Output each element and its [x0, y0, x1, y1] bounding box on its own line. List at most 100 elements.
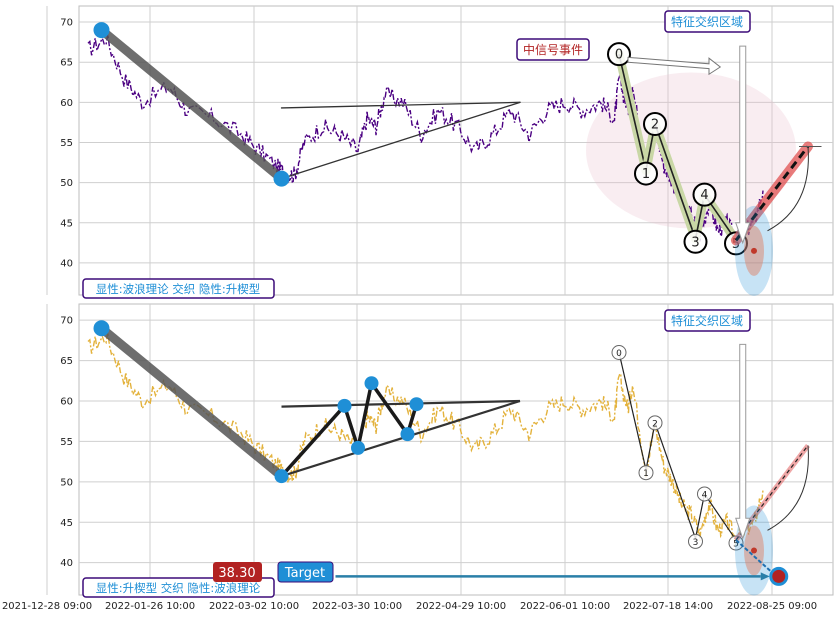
bottom-y-tick-50: 50	[60, 477, 73, 488]
bottom-wave-marker-2	[647, 415, 663, 431]
bottom-y-tick-65: 65	[60, 356, 73, 367]
top-wave-marker-4	[692, 182, 717, 207]
bottom-curved-arrow	[767, 445, 809, 531]
x-tick-labels: 2021-12-28 09:00 2022-01-26 10:00 2022-03-…	[2, 601, 817, 612]
top-event-arrow	[627, 56, 722, 76]
bottom-wave-marker-1	[638, 465, 654, 481]
bottom-wave-leg-0	[618, 352, 647, 470]
top-y-tick-45: 45	[60, 218, 73, 229]
top-wave-label-4: 4	[700, 188, 708, 203]
bottom-y-tick-45: 45	[60, 518, 73, 529]
x-tick-4: 2022-04-29 10:00	[416, 601, 506, 612]
top-y-tick-labels: 40 45 50 55 60 65 70	[60, 18, 73, 270]
top-wave-label-1: 1	[642, 167, 650, 182]
top-trend-line-1	[280, 101, 521, 180]
top-wave-marker-1	[634, 161, 658, 186]
x-tick-7: 2022-08-25 09:00	[727, 601, 817, 612]
target-price-label: 38.30	[218, 566, 255, 581]
bottom-y-tick-40: 40	[60, 558, 73, 569]
top-y-tick-40: 40	[60, 258, 73, 269]
bottom-wave-leg-3	[694, 493, 706, 539]
bottom-trend-line	[97, 323, 286, 481]
bottom-trend-start-marker	[93, 320, 110, 337]
top-trend-line-0	[97, 25, 286, 184]
top-trend-start-marker	[93, 22, 110, 39]
bottom-wave-leg-4	[704, 493, 737, 541]
top-zone-box: 特征交织区域	[664, 10, 751, 33]
x-tick-1: 2022-01-26 10:00	[105, 601, 195, 612]
bottom-wedge-point-3	[364, 376, 379, 391]
bottom-price-series	[87, 332, 764, 546]
bottom-target-drop	[735, 539, 778, 578]
top-y-tick-50: 50	[60, 178, 73, 189]
bottom-wedge-point-4	[400, 427, 415, 442]
x-tick-3: 2022-03-30 10:00	[312, 601, 402, 612]
bottom-wave-leg-1	[645, 422, 656, 470]
bottom-wedge-point-5	[409, 397, 424, 412]
bottom-wave-marker-3	[688, 533, 703, 549]
target-text-label: Target	[284, 566, 325, 581]
bottom-y-tick-70: 70	[60, 316, 73, 327]
top-uncertainty-center	[751, 247, 757, 254]
target-text-box: Target	[277, 561, 334, 583]
top-panel: 40 45 50 55 60 65 70 0 1 2 3 45	[46, 5, 834, 296]
bottom-plot-area: 0 1 2 3 4 5	[87, 320, 810, 596]
top-price-series	[87, 34, 764, 247]
top-y-tick-60: 60	[60, 98, 73, 109]
bottom-target-marker	[769, 566, 789, 586]
bottom-panel-frame	[78, 303, 834, 596]
top-wave-label-2: 2	[651, 118, 659, 133]
target-price-box: 38.30	[213, 562, 262, 582]
bottom-y-tick-60: 60	[60, 397, 73, 408]
top-wave-leg-0	[618, 53, 647, 171]
x-tick-5: 2022-06-01 10:00	[520, 601, 610, 612]
bottom-grid	[46, 304, 833, 595]
top-pattern-label: 显性:波浪理论 交织 隐性:升楔型	[96, 282, 261, 296]
bottom-wave-marker-0	[611, 345, 627, 360]
top-vertical-arrow	[735, 45, 751, 245]
bottom-vertical-arrow	[735, 343, 751, 540]
top-event-label: 中信号事件	[523, 42, 583, 57]
top-trend-line-2	[280, 101, 521, 109]
bottom-projection-line	[735, 445, 809, 541]
bottom-y-tick-labels: 40 45 50 55 60 65 70	[60, 316, 73, 570]
top-y-tick-55: 55	[60, 138, 73, 149]
bottom-wedge-point-2	[351, 440, 365, 455]
bottom-wave-label-0: 0	[616, 349, 622, 359]
bottom-uncertainty-center	[751, 547, 757, 554]
bottom-zone-box: 特征交织区域	[664, 309, 751, 332]
top-grid	[46, 6, 833, 295]
top-trend-end-marker	[273, 170, 290, 187]
bottom-wave-label-1: 1	[643, 469, 649, 479]
bottom-wave-label-2: 2	[652, 419, 658, 429]
top-curved-arrow	[767, 146, 809, 232]
top-wave-marker-2	[643, 112, 667, 137]
bottom-y-tick-55: 55	[60, 437, 73, 448]
bottom-pattern-label: 显性:升楔型 交织 隐性:波浪理论	[96, 581, 261, 595]
bottom-wedge-line-1	[281, 399, 521, 478]
bottom-wave-marker-4	[697, 486, 712, 502]
bottom-target-arrow-head	[760, 572, 770, 581]
x-tick-2: 2022-03-02 10:00	[209, 601, 299, 612]
x-tick-0: 2021-12-28 09:00	[2, 601, 92, 612]
bottom-wave-label-5: 5	[733, 540, 739, 550]
top-wave-leg-2	[654, 123, 697, 240]
x-tick-6: 2022-07-18 14:00	[623, 601, 713, 612]
top-plot-area: 012345	[87, 22, 822, 296]
bottom-wave-label-3: 3	[693, 538, 699, 548]
top-pattern-box: 显性:波浪理论 交织 隐性:升楔型	[82, 278, 275, 299]
bottom-wedge-point-1	[337, 398, 352, 413]
top-wave-label-0: 0	[615, 48, 623, 63]
bottom-wave-leg-2	[654, 422, 697, 539]
top-event-box: 中信号事件	[516, 38, 590, 61]
bottom-wedge-point-0	[274, 469, 289, 484]
bottom-wave-label-4: 4	[702, 490, 708, 500]
bottom-wedge-line-0	[281, 399, 521, 408]
top-wave-marker-0	[607, 42, 631, 67]
top-panel-frame	[78, 5, 834, 296]
top-y-tick-65: 65	[60, 58, 73, 69]
top-y-tick-70: 70	[60, 18, 73, 29]
